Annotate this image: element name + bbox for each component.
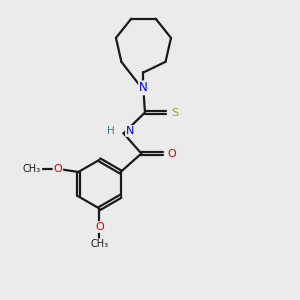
Text: CH₃: CH₃: [90, 239, 109, 249]
Text: O: O: [95, 222, 104, 232]
Text: H: H: [107, 126, 115, 136]
Text: CH₃: CH₃: [22, 164, 40, 174]
Text: O: O: [53, 164, 62, 174]
Text: N: N: [126, 126, 134, 136]
Text: O: O: [167, 148, 176, 159]
Text: N: N: [139, 81, 148, 94]
Text: S: S: [171, 108, 178, 118]
